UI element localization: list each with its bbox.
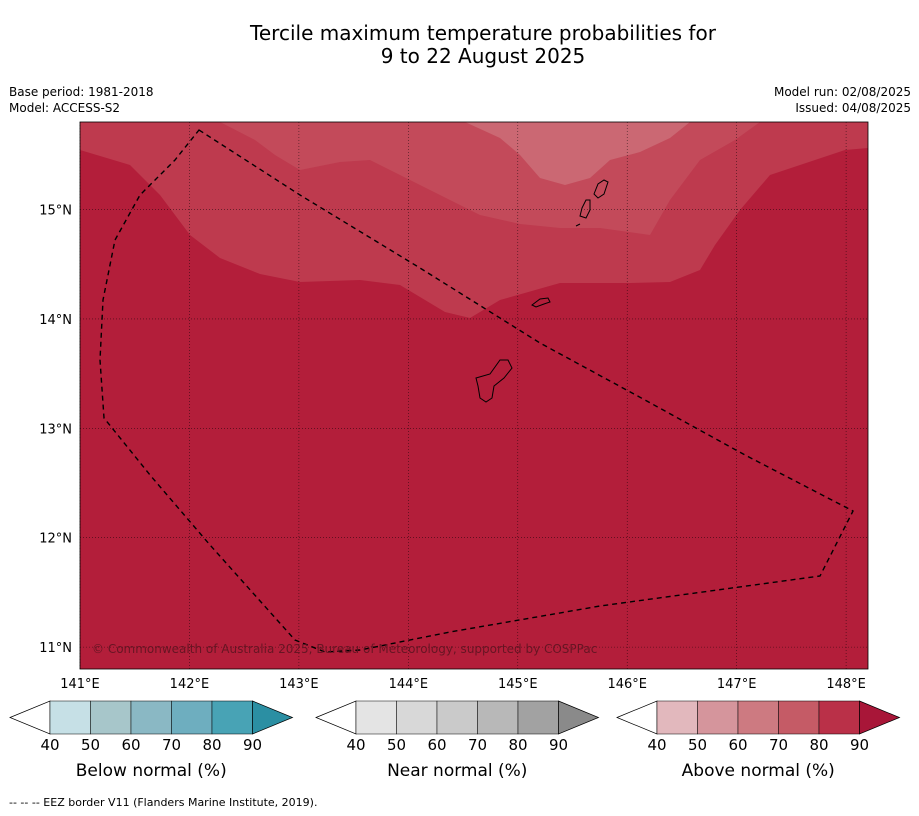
colorbar-extend-high (859, 700, 901, 735)
lon-tick-label: 143°E (279, 677, 319, 692)
model-name: Model: ACCESS-S2 (9, 101, 121, 115)
colorbar-segment (436, 700, 478, 735)
field-top (465, 122, 690, 185)
colorbar-segment (49, 700, 91, 735)
colorbar-segment (697, 700, 739, 735)
colorbar-tick-label: 80 (809, 736, 829, 754)
colorbar-extend-low (9, 700, 51, 735)
colorbar-segment (396, 700, 438, 735)
base-period: Base period: 1981-2018 (9, 85, 154, 99)
colorbar-tick-label: 70 (768, 736, 789, 754)
colorbar-near (315, 700, 600, 735)
colorbar-segment (737, 700, 779, 735)
grid-lines (79, 122, 868, 669)
island-aguijan (575, 223, 581, 227)
map-frame (79, 121, 869, 670)
colorbar-tick-label: 40 (40, 736, 60, 754)
map-title: Tercile maximum temperature probabilitie… (0, 22, 919, 68)
island-guam (475, 359, 513, 403)
colorbar-label-near: Near normal (%) (387, 761, 528, 781)
colorbars (9, 700, 901, 735)
colorbar-tick-label: 50 (386, 736, 407, 754)
issued-date: Issued: 04/08/2025 (795, 101, 911, 115)
eez-border (99, 129, 854, 653)
island-saipan (593, 179, 609, 199)
lon-tick-label: 141°E (60, 677, 100, 692)
colorbar-segment (90, 700, 132, 735)
meta-left: Base period: 1981-2018 Model: ACCESS-S2 (9, 84, 154, 116)
lon-tick-label: 144°E (389, 677, 429, 692)
colorbar-label-above: Above normal (%) (681, 761, 835, 781)
colorbar-tick-label: 40 (346, 736, 366, 754)
colorbar-segment (656, 700, 698, 735)
island-rota (531, 297, 551, 308)
model-run: Model run: 02/08/2025 (773, 85, 911, 99)
meta-right: Model run: 02/08/2025 Issued: 04/08/2025 (774, 84, 911, 116)
colorbar-tick-label: 50 (687, 736, 708, 754)
colorbar-above (616, 700, 901, 735)
colorbar-tick-label: 90 (849, 736, 870, 754)
colorbar-segment (517, 700, 559, 735)
colorbar-segment (211, 700, 253, 735)
colorbar-tick-label: 40 (647, 736, 667, 754)
lon-tick-label: 142°E (170, 677, 210, 692)
colorbar-tick-label: 60 (728, 736, 748, 754)
colorbar-segment (477, 700, 519, 735)
colorbar-tick-label: 90 (242, 736, 263, 754)
colorbar-extend-high (558, 700, 600, 735)
eez-footnote: -- -- -- EEZ border V11 (Flanders Marine… (9, 796, 318, 809)
colorbar-segment (130, 700, 172, 735)
colorbar-tick-label: 90 (548, 736, 569, 754)
colorbar-extend-high (252, 700, 294, 735)
colorbar-tick-label: 80 (202, 736, 222, 754)
island-tinian (579, 199, 591, 219)
colorbar-extend-low (616, 700, 658, 735)
colorbar-tick-label: 50 (80, 736, 101, 754)
colorbar-segment (818, 700, 860, 735)
colorbar-tick-label: 70 (467, 736, 488, 754)
colorbar-tick-label: 70 (161, 736, 182, 754)
lat-tick-label: 14°N (39, 313, 72, 328)
lat-tick-labels: 15°N 14°N 13°N 12°N 11°N (39, 204, 72, 657)
colorbar-label-below: Below normal (%) (75, 761, 227, 781)
lat-tick-label: 11°N (39, 641, 72, 656)
lon-tick-label: 147°E (717, 677, 757, 692)
title-line-2: 9 to 22 August 2025 (380, 44, 586, 68)
colorbar-below (9, 700, 294, 735)
lat-tick-label: 15°N (39, 204, 72, 219)
colorbar-tick-label: 60 (427, 736, 447, 754)
lon-tick-label: 145°E (498, 677, 538, 692)
colorbar-tick-label: 60 (121, 736, 141, 754)
lon-tick-label: 148°E (826, 677, 866, 692)
colorbar-segment (778, 700, 820, 735)
colorbar-segment (171, 700, 213, 735)
copyright-text: © Commonwealth of Australia 2025, Bureau… (92, 642, 597, 656)
lat-tick-label: 13°N (39, 422, 72, 437)
lon-tick-label: 146°E (607, 677, 647, 692)
lat-tick-label: 12°N (39, 532, 72, 547)
colorbar-tick-label: 80 (508, 736, 528, 754)
title-line-1: Tercile maximum temperature probabilitie… (250, 21, 716, 45)
lon-tick-labels: 141°E 142°E 143°E 144°E 145°E 146°E 147°E 148°E (60, 677, 866, 692)
colorbar-extend-low (315, 700, 357, 735)
colorbar-segment (355, 700, 397, 735)
